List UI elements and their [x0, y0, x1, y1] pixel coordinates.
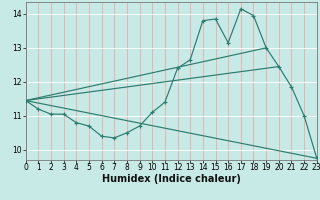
- X-axis label: Humidex (Indice chaleur): Humidex (Indice chaleur): [102, 174, 241, 184]
